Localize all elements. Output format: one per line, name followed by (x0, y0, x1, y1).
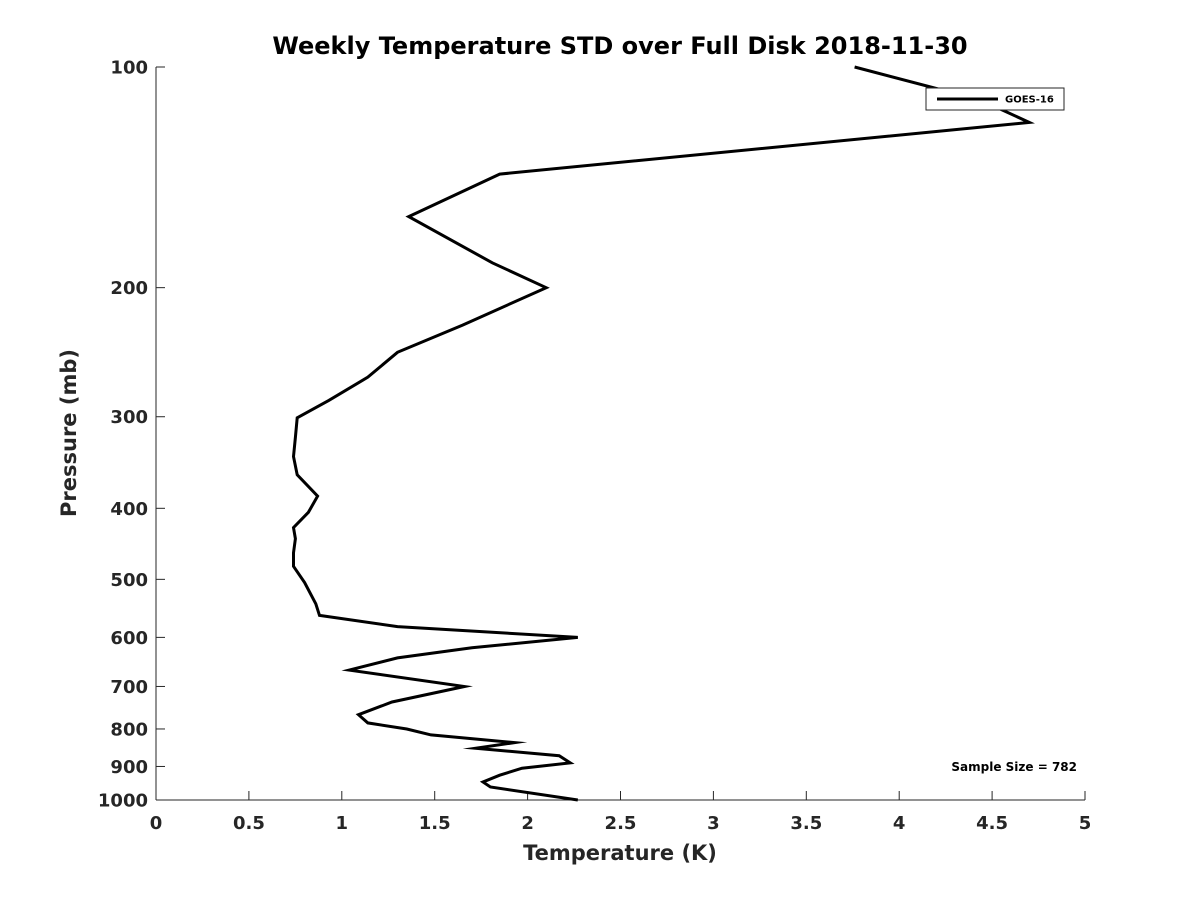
x-axis: 0 0.5 1 1.5 2 2.5 3 3.5 4 4.5 5 (150, 791, 1092, 834)
x-tick-label: 5 (1079, 813, 1092, 834)
y-tick-label: 800 (110, 719, 148, 740)
series-line-goes-16 (291, 65, 1035, 802)
x-tick-label: 4.5 (976, 813, 1008, 834)
x-tick-label: 3 (707, 813, 720, 834)
y-tick-label: 900 (110, 757, 148, 778)
x-tick-label: 1.5 (419, 813, 451, 834)
chart-title: Weekly Temperature STD over Full Disk 20… (272, 32, 967, 60)
y-axis: 100 200 300 400 500 600 700 800 900 1000 (98, 58, 165, 812)
x-tick-label: 4 (893, 813, 906, 834)
legend-label-goes-16: GOES-16 (1005, 95, 1054, 106)
y-tick-label: 200 (110, 278, 148, 299)
x-tick-label: 0 (150, 813, 163, 834)
series-layer (291, 65, 1035, 802)
y-tick-label: 400 (110, 499, 148, 520)
y-tick-label: 500 (110, 570, 148, 591)
legend: GOES-16 (925, 87, 1065, 111)
x-tick-label: 1 (336, 813, 349, 834)
x-tick-label: 2 (521, 813, 534, 834)
y-tick-label: 700 (110, 677, 148, 698)
x-tick-label: 2.5 (605, 813, 637, 834)
x-axis-label: Temperature (K) (523, 841, 717, 865)
x-tick-label: 3.5 (790, 813, 822, 834)
y-tick-label: 600 (110, 628, 148, 649)
sample-size-annotation: Sample Size = 782 (951, 760, 1077, 774)
y-tick-label: 1000 (98, 791, 148, 812)
x-tick-label: 0.5 (233, 813, 265, 834)
y-axis-label: Pressure (mb) (57, 349, 81, 517)
y-tick-label: 300 (110, 407, 148, 428)
y-tick-label: 100 (110, 58, 148, 79)
